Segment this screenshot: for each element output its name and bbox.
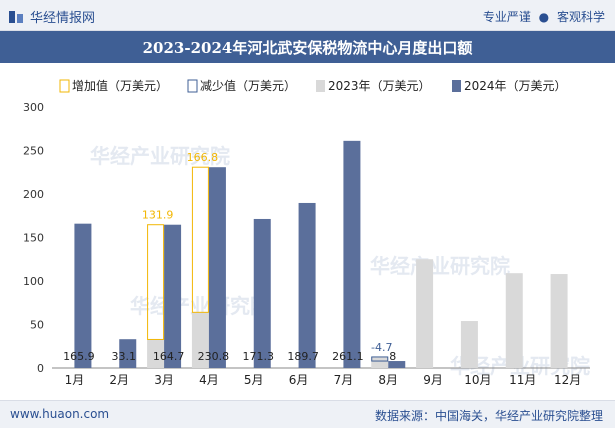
value-label: 8 xyxy=(389,350,396,363)
bar-2024[interactable] xyxy=(343,140,361,368)
watermark-text: 华经产业研究院 xyxy=(370,254,510,278)
footer-bar: www.huaon.com 数据来源：中国海关，华经产业研究院整理 xyxy=(0,400,615,428)
source-note: 数据来源：中国海关，华经产业研究院整理 xyxy=(374,409,603,423)
tagline-left: 专业严谨 xyxy=(482,10,531,24)
increase-label: 166.8 xyxy=(187,151,219,164)
legend-swatch xyxy=(316,80,325,92)
logo-text: 华经情报网 xyxy=(30,11,96,26)
header-bar: 华经情报网 专业严谨 ● 客观科学 xyxy=(0,0,615,31)
x-tick-label: 11月 xyxy=(509,373,536,387)
value-label: 230.8 xyxy=(198,350,230,363)
x-tick-label: 1月 xyxy=(65,373,85,387)
y-tick-label: 200 xyxy=(23,188,44,201)
bar-2023[interactable] xyxy=(191,312,209,368)
increase-box[interactable] xyxy=(147,224,165,340)
increase-label: 131.9 xyxy=(142,209,174,222)
decrease-box[interactable] xyxy=(371,356,389,362)
y-tick-label: 50 xyxy=(30,319,44,332)
x-tick-label: 8月 xyxy=(378,373,398,387)
bar-2024[interactable] xyxy=(208,167,226,368)
y-tick-label: 0 xyxy=(37,362,44,375)
bar-2024[interactable] xyxy=(253,218,271,368)
x-tick-label: 3月 xyxy=(154,373,174,387)
legend-swatch xyxy=(187,79,198,93)
legend-label: 减少值（万美元） xyxy=(200,78,296,93)
bar-2023[interactable] xyxy=(416,259,434,368)
x-tick-label: 10月 xyxy=(464,373,491,387)
logo[interactable]: 华经情报网 xyxy=(8,7,95,26)
chart-svg: 华经产业研究院华经产业研究院华经产业研究院华经产业研究院050100150200… xyxy=(23,78,590,387)
tagline-right: 客观科学 xyxy=(556,10,605,24)
legend-swatch xyxy=(452,80,461,92)
legend-label: 2023年（万美元） xyxy=(328,79,431,93)
y-tick-label: 250 xyxy=(23,145,44,158)
x-tick-label: 9月 xyxy=(423,373,443,387)
bar-2024[interactable] xyxy=(164,224,182,368)
chart-title: 2023-2024年河北武安保税物流中心月度出口额 xyxy=(0,31,615,63)
increase-box[interactable] xyxy=(191,166,209,313)
x-tick-label: 5月 xyxy=(244,373,264,387)
bar-2024[interactable] xyxy=(388,361,406,368)
value-label: 165.9 xyxy=(63,350,95,363)
watermark-text: 华经产业研究院 xyxy=(90,144,230,168)
x-tick-label: 7月 xyxy=(334,373,354,387)
value-label: 33.1 xyxy=(112,350,137,363)
y-tick-label: 100 xyxy=(23,275,44,288)
decrease-label: -4.7 xyxy=(371,341,392,354)
value-label: 164.7 xyxy=(153,350,185,363)
dot-icon: ● xyxy=(538,10,550,24)
value-label: 171.3 xyxy=(243,350,275,363)
legend-label: 2024年（万美元） xyxy=(464,79,567,93)
bar-2023[interactable] xyxy=(460,321,478,368)
bar-2024[interactable] xyxy=(74,223,92,368)
legend-label: 增加值（万美元） xyxy=(72,78,168,93)
x-tick-label: 4月 xyxy=(199,373,219,387)
bar-2023[interactable] xyxy=(550,274,568,368)
x-tick-label: 6月 xyxy=(289,373,309,387)
y-tick-label: 150 xyxy=(23,232,44,245)
site-link[interactable]: www.huaon.com xyxy=(10,407,110,421)
bar-2023[interactable] xyxy=(147,339,165,368)
bar-2024[interactable] xyxy=(298,202,316,368)
tagline: 专业严谨 ● 客观科学 xyxy=(483,8,605,25)
x-tick-label: 2月 xyxy=(109,373,129,387)
logo-icon xyxy=(9,10,23,23)
bar-2023[interactable] xyxy=(371,356,389,368)
value-label: 261.1 xyxy=(332,350,364,363)
bar-2024[interactable] xyxy=(119,339,137,368)
legend-swatch xyxy=(59,79,70,93)
x-tick-label: 12月 xyxy=(554,373,581,387)
y-tick-label: 300 xyxy=(23,101,44,114)
bar-2023[interactable] xyxy=(505,273,523,368)
value-label: 189.7 xyxy=(287,350,319,363)
chart-area: 华经产业研究院华经产业研究院华经产业研究院华经产业研究院050100150200… xyxy=(0,63,615,398)
